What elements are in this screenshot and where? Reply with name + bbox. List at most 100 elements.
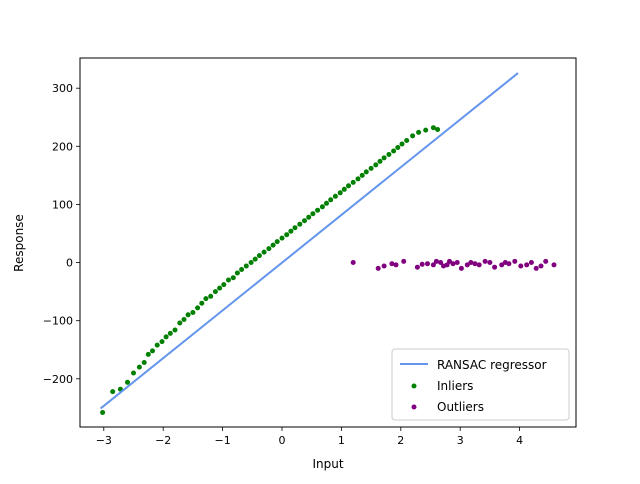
inliers-point xyxy=(288,228,294,234)
outliers-point xyxy=(414,264,420,270)
inliers-point xyxy=(150,348,155,354)
inliers-point xyxy=(221,282,227,288)
inliers-point xyxy=(239,267,245,272)
ransac-regressor-line xyxy=(99,72,519,410)
y-axis-label: Response xyxy=(12,214,26,272)
inliers-point xyxy=(172,327,178,333)
inliers-point xyxy=(248,260,254,265)
inliers-point xyxy=(435,127,441,132)
inliers-point xyxy=(284,232,290,238)
x-tick-label: −1 xyxy=(214,434,230,447)
outliers-point xyxy=(533,265,539,271)
inliers-point xyxy=(190,310,196,315)
y-tick-label: 0 xyxy=(66,257,73,270)
inliers-point xyxy=(212,289,218,295)
inliers-point xyxy=(261,249,267,255)
x-tick-label: 3 xyxy=(457,434,464,447)
outliers-point xyxy=(464,262,470,268)
legend-label-regressor: RANSAC regressor xyxy=(437,358,547,372)
outliers-point xyxy=(430,262,436,268)
legend: RANSAC regressor Inliers Outliers xyxy=(391,348,570,421)
outliers-point xyxy=(350,260,356,265)
inliers-point xyxy=(319,204,325,210)
inliers-point xyxy=(315,207,321,213)
x-tick-label: 0 xyxy=(279,434,286,447)
inliers-point xyxy=(274,239,280,245)
inliers-point xyxy=(279,235,285,241)
inliers-point xyxy=(167,330,173,336)
inliers-point xyxy=(154,342,160,348)
outliers-point xyxy=(499,262,505,268)
outliers-point xyxy=(551,262,557,268)
outliers-point xyxy=(433,258,439,264)
legend-label-inliers: Inliers xyxy=(437,379,473,393)
inliers-point xyxy=(373,162,379,168)
inliers-point xyxy=(230,275,236,281)
inliers-point xyxy=(234,270,240,276)
inliers-point xyxy=(181,317,187,322)
outliers-point xyxy=(543,258,549,264)
x-axis-label: Input xyxy=(312,457,343,471)
outliers-point xyxy=(375,265,381,271)
data-layer xyxy=(99,72,557,415)
x-tick-label: 1 xyxy=(338,434,345,447)
outliers-point xyxy=(419,261,425,267)
inliers-point xyxy=(355,176,361,182)
inliers-point xyxy=(163,334,169,340)
inliers-point xyxy=(159,339,165,345)
inliers-point xyxy=(226,277,231,283)
outliers-point xyxy=(487,260,493,265)
inliers-point xyxy=(306,214,312,220)
plot-frame xyxy=(79,57,577,428)
outliers-point xyxy=(476,262,482,268)
inliers-point xyxy=(208,293,214,299)
inliers-point xyxy=(256,253,262,259)
inliers-point xyxy=(423,127,429,133)
inliers-point xyxy=(377,158,383,164)
outliers-point xyxy=(381,263,387,269)
inliers-point xyxy=(404,138,410,143)
inliers-point xyxy=(266,246,272,252)
y-tick-label: 200 xyxy=(52,140,73,153)
inliers-point xyxy=(145,351,151,357)
inliers-point xyxy=(381,155,387,161)
inliers-point xyxy=(203,296,209,302)
x-tick-label: 4 xyxy=(516,434,523,447)
inliers-point xyxy=(363,169,369,175)
outliers-point xyxy=(454,260,460,265)
inliers-point xyxy=(346,183,351,189)
inliers-point xyxy=(337,190,343,196)
x-tick-label: −3 xyxy=(96,434,112,447)
outliers-point xyxy=(524,262,530,268)
outliers-point xyxy=(389,261,395,267)
x-tick-label: −2 xyxy=(155,434,171,447)
inliers-point xyxy=(302,218,307,224)
inliers-point xyxy=(185,312,191,318)
legend-outliers-swatch xyxy=(411,404,417,410)
inliers-point xyxy=(395,145,401,150)
outliers-point xyxy=(472,261,478,267)
inliers-point xyxy=(252,256,258,262)
y-tick-label: −100 xyxy=(43,315,73,328)
inliers-point xyxy=(350,179,356,185)
inliers-point xyxy=(297,221,303,227)
inliers-point xyxy=(359,172,365,178)
inliers-point xyxy=(410,133,416,139)
outliers-point xyxy=(393,262,399,268)
legend-inliers-swatch xyxy=(411,383,417,389)
inliers-point xyxy=(332,193,338,199)
inliers-point xyxy=(110,389,116,395)
outliers-point xyxy=(450,261,456,267)
inliers-point xyxy=(141,360,147,365)
y-tick-label: 300 xyxy=(52,82,73,95)
inliers-point xyxy=(386,152,392,157)
inliers-point xyxy=(324,200,329,206)
inliers-point xyxy=(136,364,142,370)
inliers-point xyxy=(328,197,334,203)
outliers-point xyxy=(444,262,450,268)
y-tick-label: −200 xyxy=(43,373,73,386)
outliers-point xyxy=(528,260,534,265)
outliers-point xyxy=(468,260,474,265)
inliers-point xyxy=(310,211,316,217)
